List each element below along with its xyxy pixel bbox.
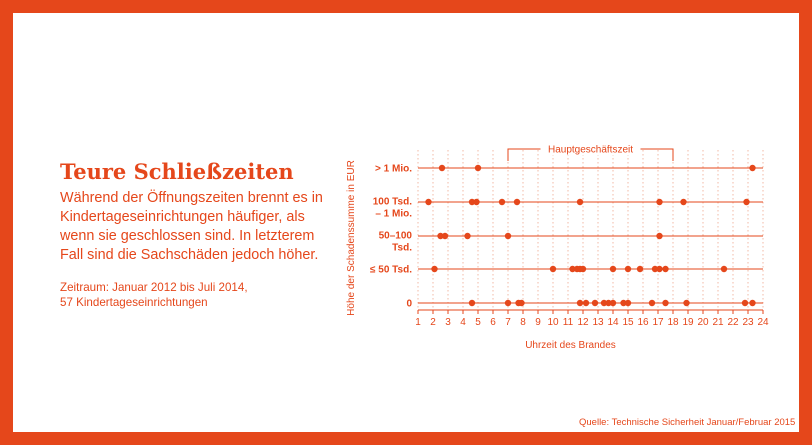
chart-subtitle: Während der Öffnungszeiten brennt es in …: [60, 189, 325, 265]
data-point: [743, 198, 750, 206]
x-tick-label: 10: [547, 317, 559, 328]
data-point: [624, 265, 632, 273]
data-point: [441, 232, 449, 240]
y-axis-label: Höhe der Schadenssumme in EUR: [346, 160, 357, 316]
x-tick-label: 2: [430, 317, 436, 328]
data-point: [431, 265, 438, 273]
data-point: [464, 232, 471, 240]
category-label: – 1 Mio.: [375, 209, 412, 220]
data-point: [591, 299, 599, 307]
x-tick-label: 23: [742, 317, 754, 328]
data-point: [438, 164, 446, 172]
x-tick-label: 20: [697, 317, 709, 328]
x-tick-label: 5: [475, 317, 481, 328]
data-point: [498, 198, 506, 206]
x-tick-label: 7: [505, 317, 511, 328]
category-label: 100 Tsd.: [373, 197, 412, 208]
x-tick-label: 19: [682, 317, 694, 328]
x-tick-label: 8: [520, 317, 526, 328]
data-point: [569, 265, 576, 273]
period-line: Zeitraum: Januar 2012 bis Juli 2014,: [60, 281, 248, 294]
x-tick-label: 17: [652, 317, 664, 328]
x-tick-label: 14: [607, 317, 619, 328]
period-note: Zeitraum: Januar 2012 bis Juli 2014, 57 …: [60, 280, 248, 310]
data-point: [624, 299, 632, 307]
data-point: [579, 265, 587, 273]
data-point: [749, 164, 756, 172]
category-label: 50–100: [379, 231, 413, 242]
data-point: [680, 198, 687, 206]
x-tick-label: 9: [535, 317, 541, 328]
period-line: 57 Kindertageseinrichtungen: [60, 296, 208, 309]
data-point: [504, 232, 512, 240]
data-point: [741, 299, 749, 307]
x-tick-label: 16: [637, 317, 649, 328]
bracket-label-bg: [540, 141, 641, 155]
data-point: [437, 232, 444, 240]
x-tick-label: 12: [577, 317, 589, 328]
data-point: [656, 232, 663, 240]
x-tick-label: 11: [563, 317, 574, 328]
data-point: [518, 299, 525, 307]
data-point: [474, 164, 482, 172]
data-point: [651, 265, 659, 273]
data-point: [656, 198, 663, 206]
bracket-label: Hauptgeschäftszeit: [548, 145, 633, 156]
subtitle-line: wenn sie geschlossen sind. In letzterem: [60, 228, 315, 244]
data-point: [648, 299, 656, 307]
data-point: [609, 299, 617, 307]
x-tick-label: 3: [445, 317, 451, 328]
data-point: [425, 198, 432, 206]
source-note: Quelle: Technische Sicherheit Januar/Feb…: [579, 417, 796, 428]
data-point: [473, 198, 480, 206]
data-point: [513, 198, 521, 206]
page-title: Teure Schließzeiten: [60, 159, 294, 184]
x-axis-label: Uhrzeit des Brandes: [525, 340, 616, 351]
x-tick-label: 15: [622, 317, 634, 328]
data-point: [683, 299, 690, 307]
x-tick-label: 1: [415, 317, 421, 328]
x-tick-label: 24: [757, 317, 769, 328]
data-point: [605, 299, 612, 307]
data-point: [600, 299, 608, 307]
data-point: [468, 198, 476, 206]
data-point: [576, 198, 584, 206]
subtitle-line: Fall sind die Sachschäden jedoch höher.: [60, 247, 319, 263]
data-point: [549, 265, 557, 273]
data-point: [576, 299, 584, 307]
x-tick-label: 21: [712, 317, 724, 328]
subtitle-line: Kindertageseinrichtungen häufiger, als: [60, 209, 305, 225]
category-label: ≤ 50 Tsd.: [370, 265, 412, 276]
data-point: [656, 265, 663, 273]
category-label: 0: [406, 299, 412, 310]
data-point: [662, 299, 669, 307]
data-point: [609, 265, 617, 273]
x-tick-label: 6: [490, 317, 496, 328]
x-tick-label: 4: [460, 317, 466, 328]
x-tick-label: 13: [592, 317, 604, 328]
data-point: [749, 299, 756, 307]
data-point: [620, 299, 627, 307]
x-tick-label: 18: [667, 317, 679, 328]
data-point: [662, 265, 669, 273]
category-label: > 1 Mio.: [375, 164, 412, 175]
category-label: Tsd.: [392, 243, 412, 254]
data-point: [504, 299, 512, 307]
data-point: [468, 299, 476, 307]
data-point: [720, 265, 728, 273]
data-point: [636, 265, 644, 273]
data-point: [582, 299, 590, 307]
x-tick-label: 22: [727, 317, 739, 328]
subtitle-line: Während der Öffnungszeiten brennt es in: [60, 190, 323, 206]
